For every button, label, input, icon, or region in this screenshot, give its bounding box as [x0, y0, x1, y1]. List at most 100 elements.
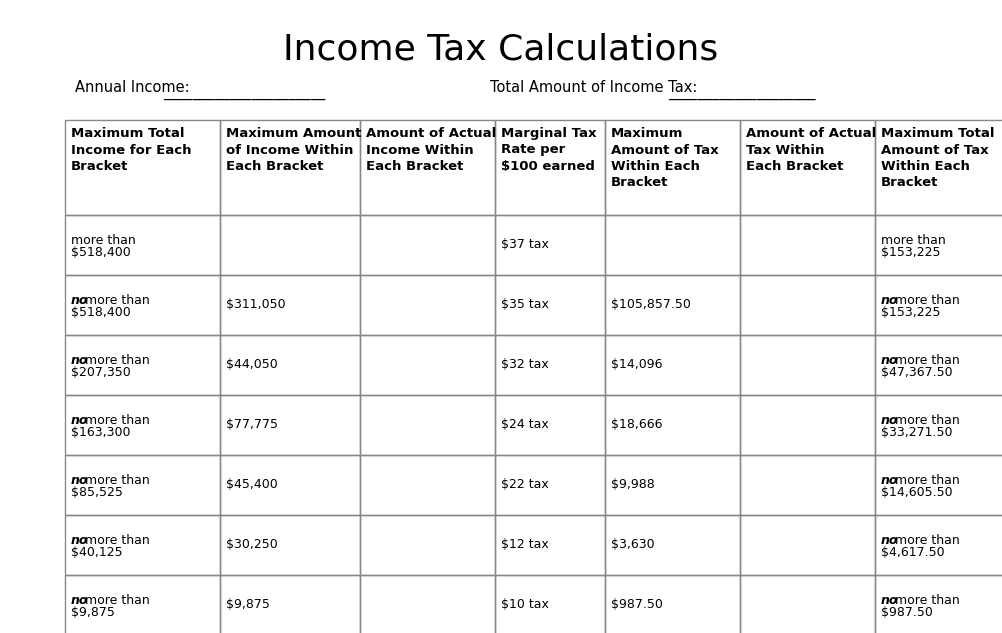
Bar	[875, 515, 1002, 575]
Text: $40,125: $40,125	[71, 546, 122, 559]
Bar	[605, 515, 740, 575]
Bar	[740, 395, 875, 455]
Text: no: no	[71, 473, 88, 487]
Text: Marginal Tax
Rate per
$100 earned: Marginal Tax Rate per $100 earned	[501, 127, 596, 173]
Bar	[65, 215, 220, 275]
Text: $987.50: $987.50	[881, 606, 933, 619]
Text: $33,271.50: $33,271.50	[881, 426, 953, 439]
Bar	[605, 395, 740, 455]
Text: no: no	[71, 414, 88, 427]
Text: no: no	[881, 534, 899, 547]
Bar	[605, 215, 740, 275]
Bar	[360, 215, 495, 275]
Bar	[360, 455, 495, 515]
Bar	[65, 455, 220, 515]
Text: no: no	[881, 414, 899, 427]
Text: Amount of Actual
Income Within
Each Bracket: Amount of Actual Income Within Each Brac…	[366, 127, 496, 173]
Text: $311,050: $311,050	[226, 299, 286, 311]
Bar	[605, 120, 740, 215]
Bar	[605, 275, 740, 335]
Bar	[495, 395, 605, 455]
Bar	[740, 335, 875, 395]
Text: no: no	[71, 534, 88, 547]
Text: more than: more than	[892, 414, 960, 427]
Text: $12 tax: $12 tax	[501, 539, 549, 551]
Bar	[495, 455, 605, 515]
Text: $9,988: $9,988	[611, 479, 654, 491]
Text: $163,300: $163,300	[71, 426, 130, 439]
Text: $18,666: $18,666	[611, 418, 662, 432]
Bar	[65, 395, 220, 455]
Bar	[360, 275, 495, 335]
Bar	[740, 575, 875, 633]
Text: more than: more than	[81, 354, 150, 367]
Bar	[65, 575, 220, 633]
Text: Annual Income:: Annual Income:	[75, 80, 189, 96]
Bar	[360, 515, 495, 575]
Text: no: no	[71, 294, 88, 307]
Text: $153,225: $153,225	[881, 306, 941, 319]
Text: $22 tax: $22 tax	[501, 479, 549, 491]
Bar	[495, 335, 605, 395]
Text: ______________________: ______________________	[163, 84, 326, 99]
Bar	[360, 120, 495, 215]
Text: $207,350: $207,350	[71, 366, 130, 379]
Text: more than: more than	[81, 534, 150, 547]
Bar	[875, 335, 1002, 395]
Bar	[605, 575, 740, 633]
Bar	[740, 215, 875, 275]
Text: $105,857.50: $105,857.50	[611, 299, 690, 311]
Text: $32 tax: $32 tax	[501, 358, 549, 372]
Bar	[495, 120, 605, 215]
Bar	[875, 275, 1002, 335]
Text: Maximum Total
Amount of Tax
Within Each
Bracket: Maximum Total Amount of Tax Within Each …	[881, 127, 995, 189]
Text: more than: more than	[892, 354, 960, 367]
Bar	[605, 455, 740, 515]
Bar	[740, 455, 875, 515]
Text: Total Amount of Income Tax:: Total Amount of Income Tax:	[490, 80, 697, 96]
Text: Income Tax Calculations: Income Tax Calculations	[284, 33, 718, 67]
Text: more than: more than	[892, 294, 960, 307]
Bar	[65, 120, 220, 215]
Bar	[740, 120, 875, 215]
Bar	[875, 395, 1002, 455]
Text: no: no	[881, 354, 899, 367]
Text: more than: more than	[892, 594, 960, 607]
Text: no: no	[71, 354, 88, 367]
Text: more than: more than	[81, 414, 150, 427]
Text: $77,775: $77,775	[226, 418, 278, 432]
Text: more than: more than	[81, 294, 150, 307]
Text: $3,630: $3,630	[611, 539, 654, 551]
Text: $45,400: $45,400	[226, 479, 278, 491]
Text: $37 tax: $37 tax	[501, 239, 549, 251]
Text: $9,875: $9,875	[226, 598, 270, 611]
Text: no: no	[881, 294, 899, 307]
Bar	[65, 515, 220, 575]
Bar	[740, 515, 875, 575]
Bar	[360, 395, 495, 455]
Text: $14,605.50: $14,605.50	[881, 486, 953, 499]
Bar	[220, 395, 360, 455]
Bar	[65, 335, 220, 395]
Bar	[220, 120, 360, 215]
Text: $4,617.50: $4,617.50	[881, 546, 945, 559]
Bar	[220, 575, 360, 633]
Bar	[875, 120, 1002, 215]
Text: Maximum
Amount of Tax
Within Each
Bracket: Maximum Amount of Tax Within Each Bracke…	[611, 127, 718, 189]
Text: no: no	[881, 473, 899, 487]
Text: $987.50: $987.50	[611, 598, 663, 611]
Text: more than: more than	[881, 234, 946, 247]
Bar	[495, 515, 605, 575]
Bar	[875, 215, 1002, 275]
Bar	[360, 575, 495, 633]
Text: more than: more than	[71, 234, 135, 247]
Text: $518,400: $518,400	[71, 246, 130, 259]
Bar	[220, 335, 360, 395]
Text: Maximum Total
Income for Each
Bracket: Maximum Total Income for Each Bracket	[71, 127, 191, 173]
Bar	[220, 455, 360, 515]
Text: $30,250: $30,250	[226, 539, 278, 551]
Text: more than: more than	[892, 473, 960, 487]
Text: Amount of Actual
Tax Within
Each Bracket: Amount of Actual Tax Within Each Bracket	[746, 127, 877, 173]
Bar	[495, 575, 605, 633]
Text: Maximum Amount
of Income Within
Each Bracket: Maximum Amount of Income Within Each Bra…	[226, 127, 362, 173]
